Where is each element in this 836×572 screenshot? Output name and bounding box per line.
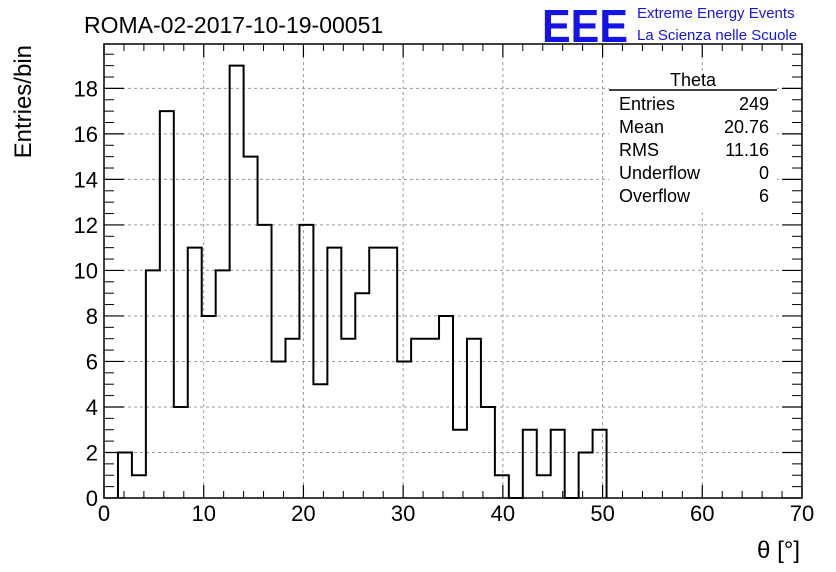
histogram-bin [272,361,286,498]
x-tick-label: 10 [191,501,215,526]
stats-box: Theta Entries 249 Mean 20.76 RMS 11.16 U… [609,70,777,212]
histogram-bin [146,270,160,498]
histogram-bin [383,248,397,498]
x-tick-label: 50 [590,501,614,526]
stats-label: Mean [619,117,664,137]
y-tick-label: 18 [74,76,98,101]
histogram-bin [188,248,202,498]
y-tick-label: 6 [86,349,98,374]
histogram-bin [174,407,188,498]
stats-title: Theta [670,70,717,90]
stats-label: Underflow [619,163,701,183]
y-tick-label: 0 [86,486,98,511]
y-tick-label: 16 [74,122,98,147]
histogram-bin [258,225,272,498]
x-tick-label: 30 [391,501,415,526]
histogram-bin [118,452,132,498]
histogram-bin [341,339,355,498]
histogram-bin [313,384,327,498]
histogram-bin [369,248,383,498]
histogram-bin [523,430,537,498]
eee-logo-text: EEE [542,0,628,52]
x-tick-label: 40 [491,501,515,526]
stats-value: 6 [759,186,769,206]
stats-label: Overflow [619,186,691,206]
histogram-bin [593,430,607,498]
y-tick-label: 4 [86,395,98,420]
stats-label: Entries [619,94,675,114]
histogram-bin [285,339,299,498]
histogram-bin [425,339,439,498]
histogram-bin [355,293,369,498]
x-tick-label: 70 [790,501,814,526]
x-tick-label: 20 [291,501,315,526]
project-subtitle: La Scienza nelle Scuole [637,27,797,44]
stats-label: RMS [619,140,659,160]
histogram-bin [299,225,313,498]
histogram-bin [244,157,258,498]
histogram-bin [216,270,230,498]
x-tick-label: 60 [690,501,714,526]
y-tick-label: 12 [74,213,98,238]
histogram-bin [551,430,565,498]
stats-value: 20.76 [724,117,769,137]
y-axis-label: Entries/bin [10,45,37,158]
histogram-bin [411,339,425,498]
histogram-bin [397,361,411,498]
y-tick-label: 8 [86,304,98,329]
stats-value: 0 [759,163,769,183]
stats-value: 11.16 [725,140,769,160]
x-axis-label: θ [°] [757,537,800,564]
histogram-bin [230,66,244,498]
project-name: Extreme Energy Events [637,5,795,22]
histogram-bin [327,248,341,498]
stats-value: 249 [739,94,769,114]
histogram-bars [118,66,607,498]
histogram-bin [579,452,593,498]
y-tick-label: 10 [74,258,98,283]
y-tick-label: 14 [74,167,98,192]
histogram-bin [453,430,467,498]
histogram-bin [467,339,481,498]
eee-logo: EEE Extreme Energy Events La Scienza nel… [542,0,797,52]
x-tick-label: 0 [98,501,110,526]
histogram-bin [495,475,509,498]
histogram-bin [537,475,551,498]
histogram-bin [160,111,174,498]
y-tick-label: 2 [86,440,98,465]
histogram-outline [116,64,608,499]
run-title: ROMA-02-2017-10-19-00051 [84,12,383,38]
